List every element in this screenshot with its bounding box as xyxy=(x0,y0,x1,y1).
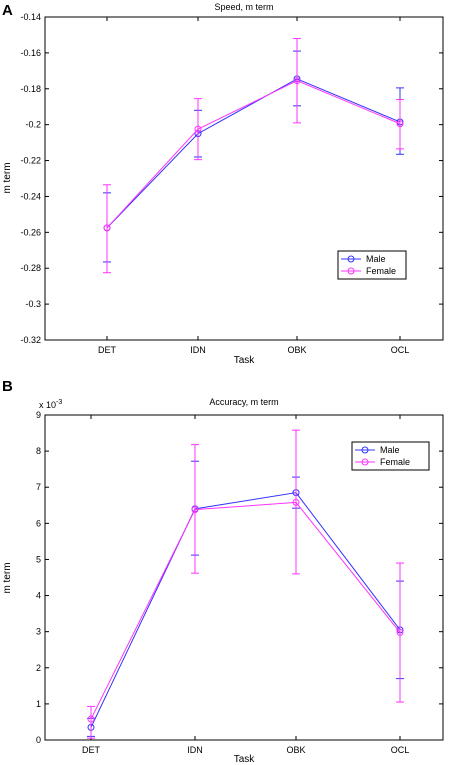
point-female xyxy=(396,120,404,128)
legend-accuracy: Male Female xyxy=(351,441,430,471)
y-tick-label: -0.16 xyxy=(20,48,41,58)
x-axis-accuracy: DET IDN OBK OCL xyxy=(82,415,409,755)
chart-title-speed: Speed, m term xyxy=(214,2,273,12)
point-female xyxy=(293,77,301,85)
legend-label-male-speed: Male xyxy=(366,254,386,264)
panel-letter-b: B xyxy=(2,378,13,395)
series-line-female-accuracy xyxy=(90,501,401,720)
y-tick-label: 2 xyxy=(36,663,41,673)
y-tick-label: 9 xyxy=(36,410,41,420)
y-tick-label: -0.18 xyxy=(20,84,41,94)
exponent-label-accuracy: x 10-3 xyxy=(39,399,62,410)
x-tick-label-ocl: OCL xyxy=(391,345,410,355)
y-tick-label: -0.22 xyxy=(20,156,41,166)
x-tick-label-idn: IDN xyxy=(187,745,203,755)
point-female xyxy=(191,506,199,514)
panel-letter-a: A xyxy=(2,2,13,19)
y-axis-label-accuracy: m term xyxy=(2,562,13,593)
legend-marker-female-speed xyxy=(347,267,355,275)
y-axis-accuracy: 0 1 2 3 4 5 6 7 8 9 xyxy=(36,410,443,745)
x-tick-label-obk: OBK xyxy=(286,745,305,755)
x-tick-label-idn: IDN xyxy=(190,345,206,355)
series-line-male-speed xyxy=(106,78,401,229)
series-accuracy xyxy=(87,429,404,739)
legend-label-male-accuracy: Male xyxy=(380,445,400,455)
x-axis-label-speed: Task xyxy=(234,355,256,366)
series-line-female-speed xyxy=(106,80,401,229)
legend-marker-female-accuracy xyxy=(361,458,369,466)
point-female xyxy=(103,224,111,232)
plot-area-speed xyxy=(44,16,444,341)
y-tick-label: -0.28 xyxy=(20,263,41,273)
point-female xyxy=(396,628,404,636)
point-female xyxy=(194,125,202,133)
y-axis-label-speed: m term xyxy=(2,162,13,193)
x-tick-label-ocl: OCL xyxy=(391,745,410,755)
y-tick-label: 0 xyxy=(36,735,41,745)
legend-box-speed xyxy=(337,250,407,280)
y-tick-label: 6 xyxy=(36,518,41,528)
series-line-male-accuracy xyxy=(90,492,401,728)
x-tick-label-det: DET xyxy=(82,745,101,755)
y-tick-label: 1 xyxy=(36,699,41,709)
series-speed xyxy=(103,38,404,274)
y-tick-label: -0.3 xyxy=(25,299,41,309)
y-tick-label: -0.2 xyxy=(25,120,41,130)
legend-label-female-speed: Female xyxy=(366,266,396,276)
y-tick-label: -0.26 xyxy=(20,227,41,237)
x-axis-speed: DET IDN OBK OCL xyxy=(98,17,409,355)
panel-speed: A Speed, m term -0.14 -0.16 -0.18 -0.2 -0.22… xyxy=(2,2,444,366)
legend-marker-male-accuracy xyxy=(361,446,369,454)
x-axis-label-accuracy: Task xyxy=(234,754,256,765)
panel-accuracy: B Accuracy, m term x 10-3 0 1 2 3 4 5 6 7 8 9 DET… xyxy=(2,378,444,765)
y-tick-label: 3 xyxy=(36,627,41,637)
y-tick-label: 5 xyxy=(36,554,41,564)
y-tick-label: 7 xyxy=(36,482,41,492)
y-tick-label: -0.32 xyxy=(20,335,41,345)
y-tick-label: -0.14 xyxy=(20,12,41,22)
y-axis-speed: -0.14 -0.16 -0.18 -0.2 -0.22 -0.24 -0.26 -0.28 -… xyxy=(20,12,443,345)
y-tick-label: 8 xyxy=(36,446,41,456)
point-female xyxy=(87,715,95,723)
legend-marker-male-speed xyxy=(347,255,355,263)
point-female xyxy=(292,498,300,506)
legend-speed: Male Female xyxy=(337,250,407,280)
chart-title-accuracy: Accuracy, m term xyxy=(209,397,278,407)
x-tick-label-obk: OBK xyxy=(287,345,306,355)
legend-label-female-accuracy: Female xyxy=(380,457,410,467)
x-tick-label-det: DET xyxy=(98,345,117,355)
y-tick-label: 4 xyxy=(36,591,41,601)
y-tick-label: -0.24 xyxy=(20,191,41,201)
